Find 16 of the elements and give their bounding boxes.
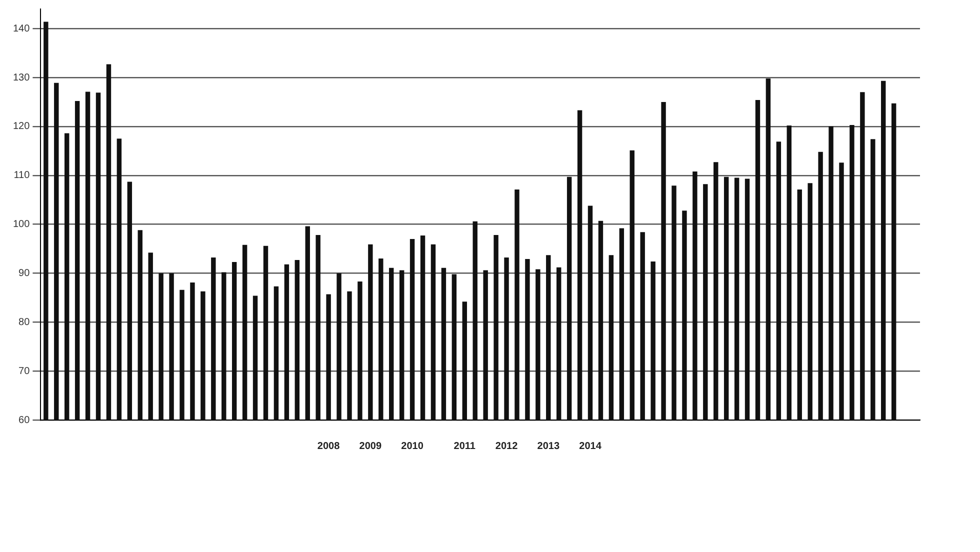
y-tick-label: 100: [12, 219, 30, 230]
x-tick-label: 2012: [495, 440, 518, 452]
x-tick-label: 2010: [401, 440, 424, 452]
y-tick-label: 140: [12, 23, 30, 34]
y-tick-label: 80: [18, 316, 30, 328]
y-tick-label: 110: [14, 170, 30, 182]
x-tick-label: 2009: [359, 440, 382, 452]
y-tick-label: 60: [18, 414, 30, 426]
y-tick-label: 90: [18, 268, 30, 279]
y-tick-label: 70: [18, 366, 30, 377]
x-tick-label: 2011: [454, 440, 476, 452]
x-tick-label: 2013: [537, 440, 560, 452]
y-tick-label: 130: [12, 72, 30, 84]
x-tick-label: 2014: [579, 440, 602, 452]
x-tick-label: 2008: [317, 440, 340, 452]
y-tick-label: 120: [12, 121, 30, 132]
